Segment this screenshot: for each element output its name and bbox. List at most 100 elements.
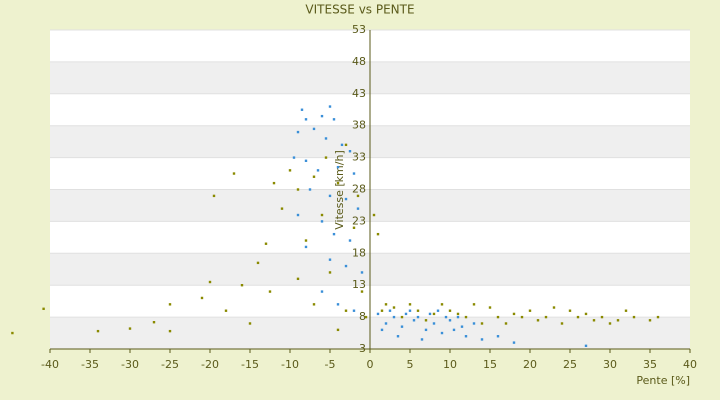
point bbox=[384, 303, 388, 306]
y-tick-label: 8 bbox=[359, 310, 366, 323]
point bbox=[472, 303, 476, 306]
x-tick-label: 35 bbox=[643, 358, 657, 371]
x-tick-label: 20 bbox=[523, 358, 537, 371]
point bbox=[296, 130, 300, 134]
x-tick-label: -15 bbox=[241, 358, 259, 371]
point bbox=[416, 309, 420, 312]
point bbox=[432, 312, 436, 316]
point bbox=[512, 341, 516, 344]
point bbox=[248, 322, 252, 325]
point bbox=[376, 232, 380, 236]
point bbox=[392, 306, 396, 309]
point bbox=[352, 309, 356, 312]
point bbox=[348, 150, 352, 153]
point bbox=[584, 344, 588, 348]
point bbox=[408, 303, 412, 306]
point bbox=[388, 309, 392, 312]
point bbox=[364, 315, 368, 319]
point bbox=[304, 159, 308, 162]
y-tick-label: 38 bbox=[352, 119, 366, 132]
point bbox=[504, 322, 508, 325]
point bbox=[440, 331, 444, 335]
point bbox=[336, 328, 340, 332]
point bbox=[128, 327, 132, 330]
point bbox=[584, 312, 588, 316]
point bbox=[328, 258, 332, 261]
point bbox=[648, 319, 652, 322]
point bbox=[304, 118, 308, 121]
point bbox=[272, 181, 276, 185]
point bbox=[552, 306, 556, 309]
point bbox=[344, 197, 348, 201]
x-tick-label: 10 bbox=[443, 358, 457, 371]
point bbox=[312, 127, 316, 131]
point bbox=[420, 338, 424, 341]
point bbox=[292, 156, 296, 159]
point bbox=[344, 309, 348, 312]
point bbox=[360, 271, 364, 274]
point bbox=[328, 271, 332, 274]
point bbox=[488, 306, 492, 309]
point bbox=[312, 303, 316, 306]
point bbox=[212, 194, 216, 198]
x-tick-label: 25 bbox=[563, 358, 577, 371]
point bbox=[512, 312, 516, 316]
point bbox=[456, 315, 460, 319]
point bbox=[332, 118, 336, 121]
point bbox=[520, 315, 524, 319]
x-tick-label: -25 bbox=[161, 358, 179, 371]
point bbox=[328, 194, 332, 198]
point bbox=[448, 319, 452, 322]
x-tick-label: -20 bbox=[201, 358, 219, 371]
point bbox=[356, 194, 360, 198]
point bbox=[624, 309, 628, 312]
point bbox=[304, 245, 308, 249]
point bbox=[268, 290, 272, 293]
point bbox=[360, 290, 364, 293]
point bbox=[296, 213, 300, 217]
y-tick-label: 48 bbox=[352, 55, 366, 68]
y-tick-label: 23 bbox=[352, 214, 366, 227]
x-tick-label: 15 bbox=[483, 358, 497, 371]
point bbox=[496, 335, 500, 338]
point bbox=[336, 181, 340, 185]
point bbox=[168, 329, 172, 333]
y-tick-label: 43 bbox=[352, 87, 366, 100]
point bbox=[320, 213, 324, 217]
point bbox=[392, 315, 396, 319]
point bbox=[11, 331, 14, 335]
y-tick-label: 18 bbox=[352, 246, 366, 259]
point bbox=[296, 277, 300, 281]
chart-title: VITESSE vs PENTE bbox=[305, 3, 414, 17]
point bbox=[344, 143, 348, 147]
point bbox=[568, 309, 572, 312]
point bbox=[340, 143, 344, 147]
point bbox=[456, 312, 460, 316]
point bbox=[408, 309, 412, 312]
point bbox=[412, 319, 416, 322]
point bbox=[348, 239, 352, 242]
point bbox=[352, 226, 356, 229]
point bbox=[312, 175, 316, 178]
y-axis-label: Vitesse [km/h] bbox=[333, 150, 346, 230]
point bbox=[308, 188, 312, 191]
y-tick-label: 13 bbox=[352, 278, 366, 291]
x-tick-label: -30 bbox=[121, 358, 139, 371]
point bbox=[316, 169, 320, 172]
point bbox=[232, 172, 236, 175]
point bbox=[440, 303, 444, 306]
x-tick-label: -40 bbox=[41, 358, 59, 371]
point bbox=[328, 105, 332, 108]
point bbox=[324, 156, 328, 159]
y-tick-label: 28 bbox=[352, 183, 366, 196]
point bbox=[372, 213, 376, 217]
point bbox=[464, 315, 468, 319]
point bbox=[240, 284, 244, 287]
x-tick-label: 0 bbox=[367, 358, 374, 371]
point bbox=[376, 312, 380, 316]
point bbox=[336, 303, 340, 306]
point bbox=[304, 239, 308, 242]
point bbox=[380, 328, 384, 332]
point bbox=[560, 322, 564, 325]
